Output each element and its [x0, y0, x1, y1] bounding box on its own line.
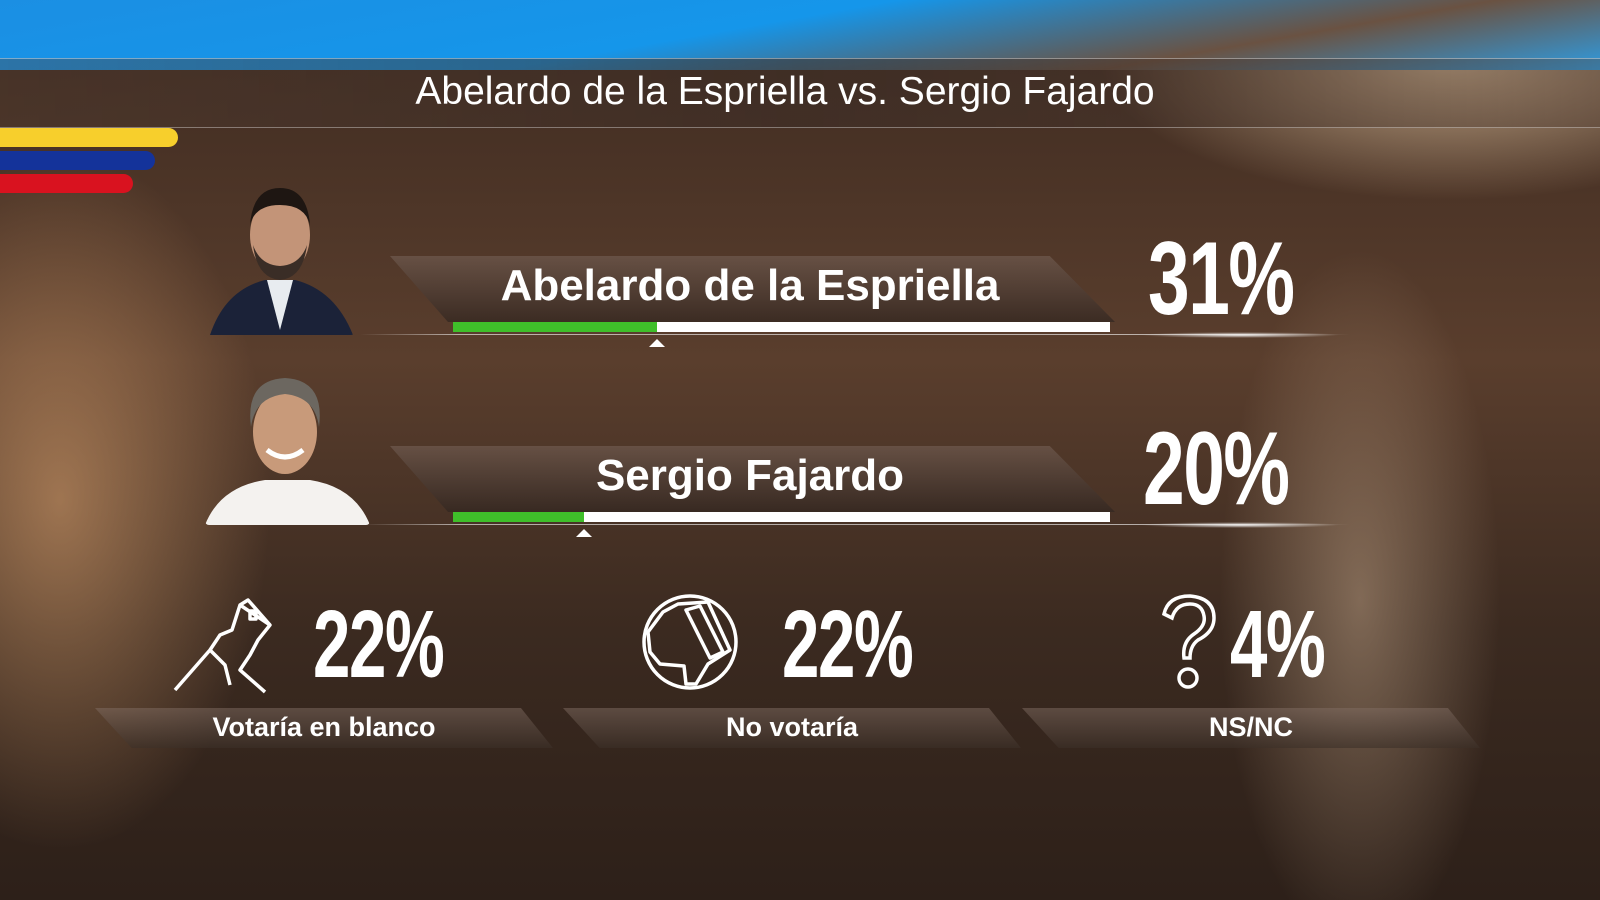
bar-marker [576, 529, 593, 537]
question-mark-icon [1158, 592, 1220, 697]
flag-stripe-red [0, 174, 133, 193]
category-label: NS/NC [1208, 712, 1293, 742]
label-panel [95, 708, 553, 748]
category-label: No votaría [725, 712, 859, 742]
flag-stripe-yellow [0, 128, 178, 147]
ballot-hand-icon [170, 595, 280, 700]
candidate-photo-espriella [205, 180, 355, 335]
value-label: 20% [1143, 411, 1290, 527]
label-panel [563, 708, 1021, 748]
bar-track [453, 322, 1110, 332]
page-title: Abelardo de la Espriella vs. Sergio Faja… [415, 70, 1155, 113]
bar-fill-fajardo [453, 512, 585, 522]
value-label: 31% [1148, 221, 1295, 337]
value-glow [1140, 332, 1340, 338]
bar-track [453, 512, 1110, 522]
flag-stripe-blue [0, 151, 155, 170]
candidate-name: Sergio Fajardo [595, 451, 905, 500]
value-label: 22% [782, 591, 914, 698]
value-label: 22% [313, 591, 445, 698]
value-glow [1140, 522, 1340, 528]
candidate-name: Abelardo de la Espriella [500, 261, 1000, 310]
candidate-panel-fajardo [390, 446, 1115, 512]
category-label: Votaría en blanco [212, 712, 436, 742]
value-label: 4% [1230, 591, 1326, 698]
candidate-photo-fajardo [205, 372, 370, 525]
bar-marker [648, 339, 665, 347]
thumbs-down-icon [638, 592, 742, 697]
bar-fill-espriella [453, 322, 657, 332]
candidate-panel-espriella [390, 256, 1115, 322]
divider-line [360, 524, 1350, 525]
label-panel [1022, 708, 1480, 748]
title-bar [0, 58, 1600, 128]
divider-line [360, 334, 1350, 335]
